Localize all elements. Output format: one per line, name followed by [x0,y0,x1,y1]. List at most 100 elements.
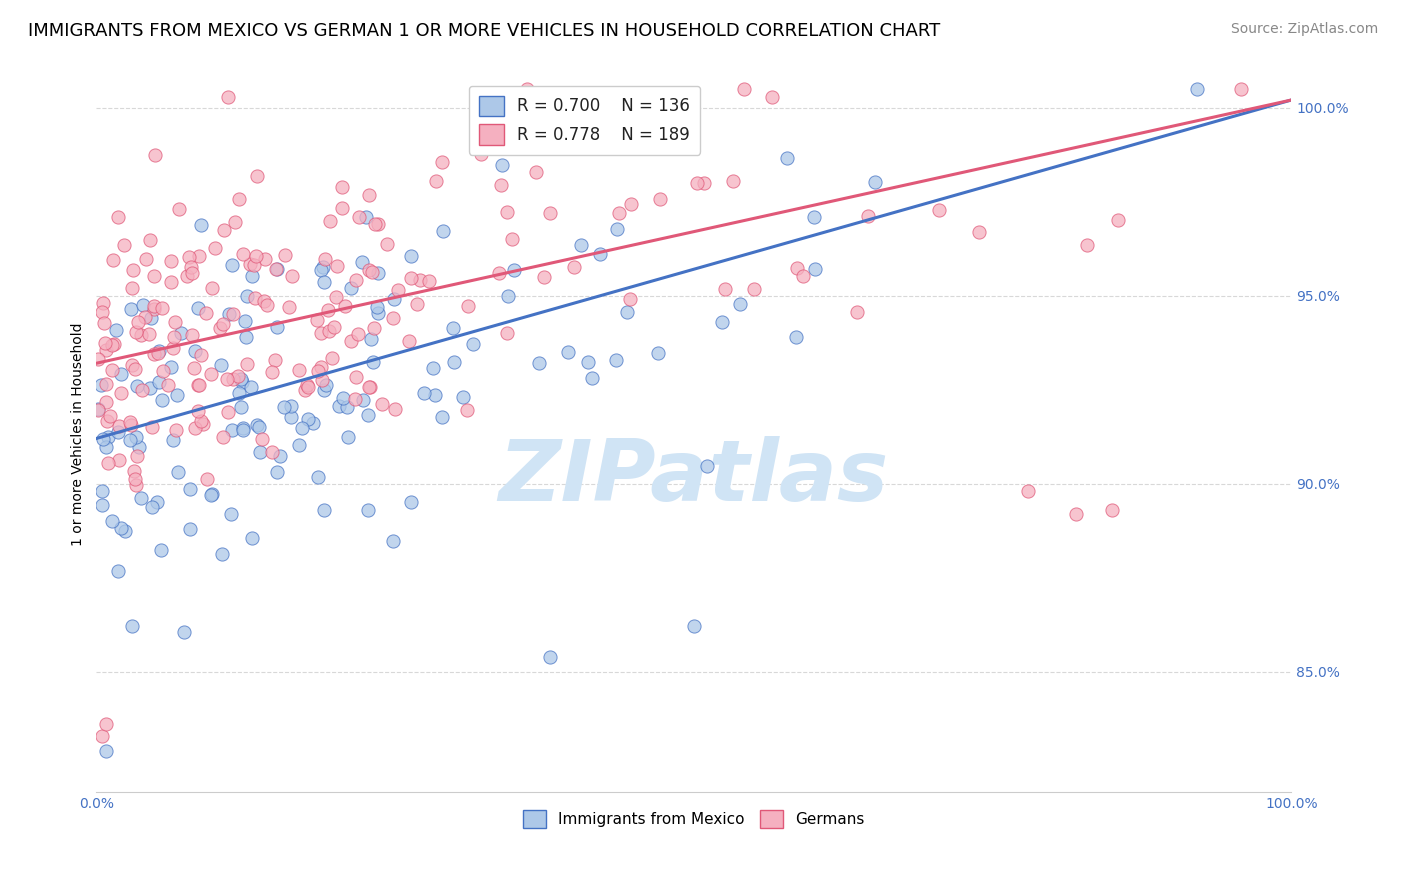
Point [503,263,526,277]
Point [159,254,181,268]
Point [138,326,160,341]
Point [138,381,160,395]
Point [141,419,163,434]
Point [217,372,239,386]
Point [1064,507,1087,521]
Point [242,259,264,273]
Point [352,255,374,269]
Point [190,218,212,232]
Point [742,282,765,296]
Point [301,417,323,431]
Point [96,377,118,392]
Point [297,412,319,426]
Point [330,202,353,216]
Point [336,400,359,414]
Point [312,260,335,274]
Point [201,281,224,295]
Point [325,290,347,304]
Point [367,217,389,231]
Point [94,335,117,350]
Point [533,269,555,284]
Point [686,176,709,190]
Point [149,542,172,557]
Point [179,250,201,264]
Point [352,392,374,407]
Point [344,273,367,287]
Point [609,206,631,220]
Point [761,90,783,104]
Point [785,330,807,344]
Text: ZIPatlas: ZIPatlas [499,436,889,519]
Point [245,249,267,263]
Point [340,334,363,348]
Point [516,81,538,95]
Point [401,249,423,263]
Point [280,399,302,413]
Point [232,423,254,437]
Point [235,357,257,371]
Point [647,346,669,360]
Point [97,429,120,443]
Point [249,445,271,459]
Point [443,355,465,369]
Point [730,297,752,311]
Point [125,430,148,444]
Point [1101,503,1123,517]
Point [696,458,718,473]
Point [228,385,250,400]
Point [114,524,136,538]
Point [212,222,235,236]
Point [297,380,319,394]
Point [375,237,398,252]
Point [184,343,207,358]
Point [200,367,222,381]
Point [381,533,404,548]
Point [527,356,550,370]
Point [278,300,301,314]
Point [323,319,346,334]
Point [347,210,370,224]
Point [366,300,388,314]
Point [163,330,186,344]
Point [792,268,814,283]
Point [94,440,117,454]
Point [387,283,409,297]
Point [269,449,291,463]
Point [723,174,745,188]
Point [384,401,406,416]
Point [256,297,278,311]
Point [562,260,585,274]
Point [121,619,143,633]
Point [363,320,385,334]
Point [187,404,209,418]
Point [311,373,333,387]
Point [179,522,201,536]
Point [159,275,181,289]
Point [967,225,990,239]
Point [120,302,142,317]
Point [176,268,198,283]
Point [167,465,190,479]
Point [91,432,114,446]
Point [180,260,202,275]
Point [418,274,440,288]
Point [212,430,235,444]
Point [187,377,209,392]
Point [127,315,149,329]
Point [221,258,243,272]
Point [616,305,638,319]
Point [367,306,389,320]
Point [496,205,519,219]
Point [94,743,117,757]
Point [321,351,343,365]
Point [162,341,184,355]
Point [219,507,242,521]
Point [200,488,222,502]
Point [134,310,156,324]
Point [94,717,117,731]
Point [619,197,641,211]
Point [294,383,316,397]
Point [146,495,169,509]
Point [344,392,367,406]
Point [131,384,153,398]
